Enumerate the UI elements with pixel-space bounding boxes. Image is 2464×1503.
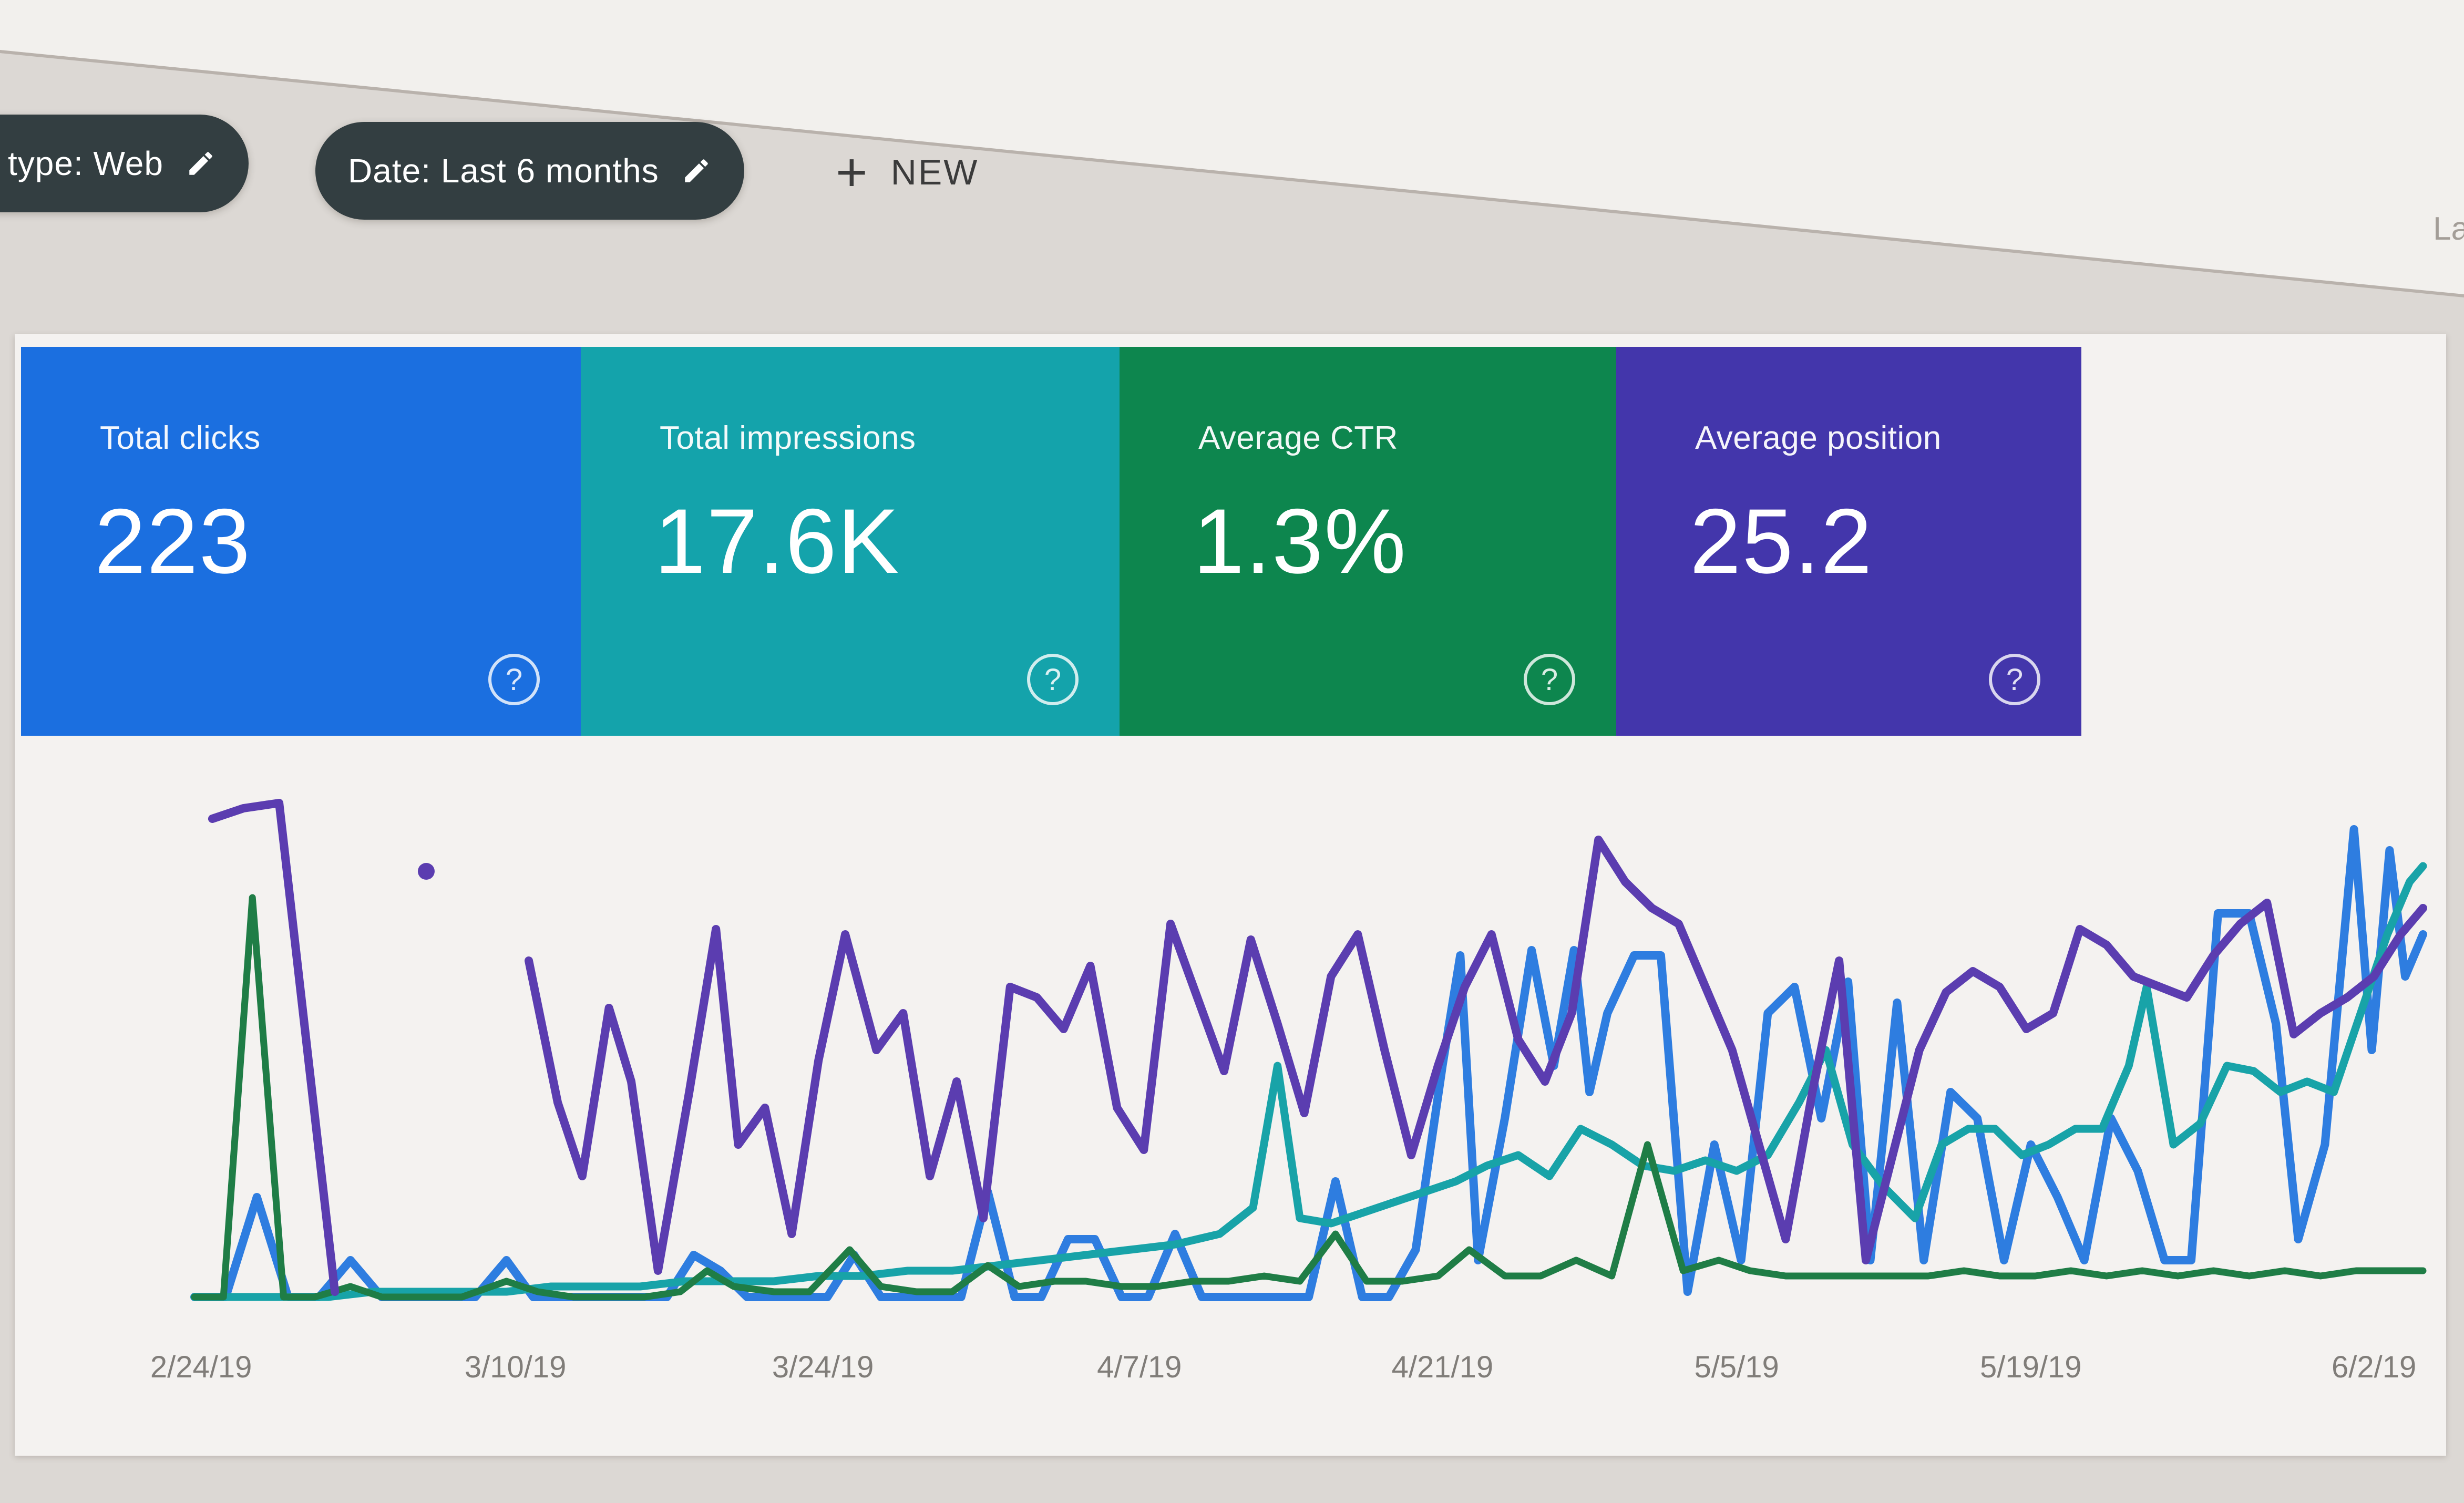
x-axis-label: 5/19/19	[1980, 1350, 2082, 1384]
line-series-ctr	[191, 894, 2427, 1301]
search-type-chip[interactable]: type: Web	[0, 115, 249, 212]
date-filter-chip[interactable]: Date: Last 6 months	[315, 122, 744, 220]
metric-value: 17.6K	[654, 490, 900, 593]
metric-label: Average CTR	[1198, 420, 1398, 456]
performance-line-chart[interactable]: 2/24/19 3/10/19 3/24/19 4/7/19 4/21/19 5/5/19…	[150, 745, 2439, 1439]
metric-tile-total-impressions[interactable]: Total impressions 17.6K ?	[581, 347, 1120, 736]
line-series-impressions	[190, 862, 2427, 1301]
metric-label: Total impressions	[660, 420, 916, 456]
date-filter-chip-label: Date: Last 6 months	[348, 152, 659, 190]
new-filter-button[interactable]: + NEW	[836, 141, 979, 204]
chart-canvas[interactable]	[179, 745, 2439, 1323]
metric-label: Average position	[1695, 420, 1942, 456]
metric-tile-average-position[interactable]: Average position 25.2 ?	[1616, 347, 2081, 736]
metric-tile-average-ctr[interactable]: Average CTR 1.3% ?	[1120, 347, 1616, 736]
edit-pencil-icon	[685, 159, 708, 182]
help-icon[interactable]: ?	[488, 654, 540, 705]
metric-value: 223	[95, 490, 251, 593]
isolated-data-point-position	[417, 863, 435, 880]
help-icon[interactable]: ?	[1989, 654, 2040, 705]
help-icon[interactable]: ?	[1027, 654, 1079, 705]
x-axis: 2/24/19 3/10/19 3/24/19 4/7/19 4/21/19 5/5/19…	[150, 745, 2439, 1439]
metric-tile-total-clicks[interactable]: Total clicks 223 ?	[21, 347, 581, 736]
edit-pencil-icon	[189, 152, 212, 175]
x-axis-label: 3/10/19	[464, 1350, 567, 1384]
x-axis-label: 6/2/19	[2332, 1350, 2417, 1384]
line-series-position	[525, 836, 2427, 1275]
x-axis-label: 4/7/19	[1097, 1350, 1182, 1384]
metric-value: 1.3%	[1193, 490, 1407, 593]
metric-value: 25.2	[1690, 490, 1873, 593]
help-icon[interactable]: ?	[1524, 654, 1575, 705]
plus-icon: +	[836, 142, 868, 203]
clipped-right-text: La	[2433, 211, 2464, 247]
search-type-chip-label: type: Web	[8, 145, 163, 182]
new-filter-button-label: NEW	[890, 152, 979, 192]
metric-label: Total clicks	[100, 420, 261, 456]
x-axis-label: 5/5/19	[1694, 1350, 1779, 1384]
line-series-position	[208, 799, 340, 1296]
x-axis-label: 4/21/19	[1391, 1350, 1494, 1384]
performance-card: Total clicks 223 ? Total impressions 17.…	[15, 334, 2446, 1456]
x-axis-label: 2/24/19	[150, 1350, 252, 1384]
x-axis-label: 3/24/19	[772, 1350, 874, 1384]
